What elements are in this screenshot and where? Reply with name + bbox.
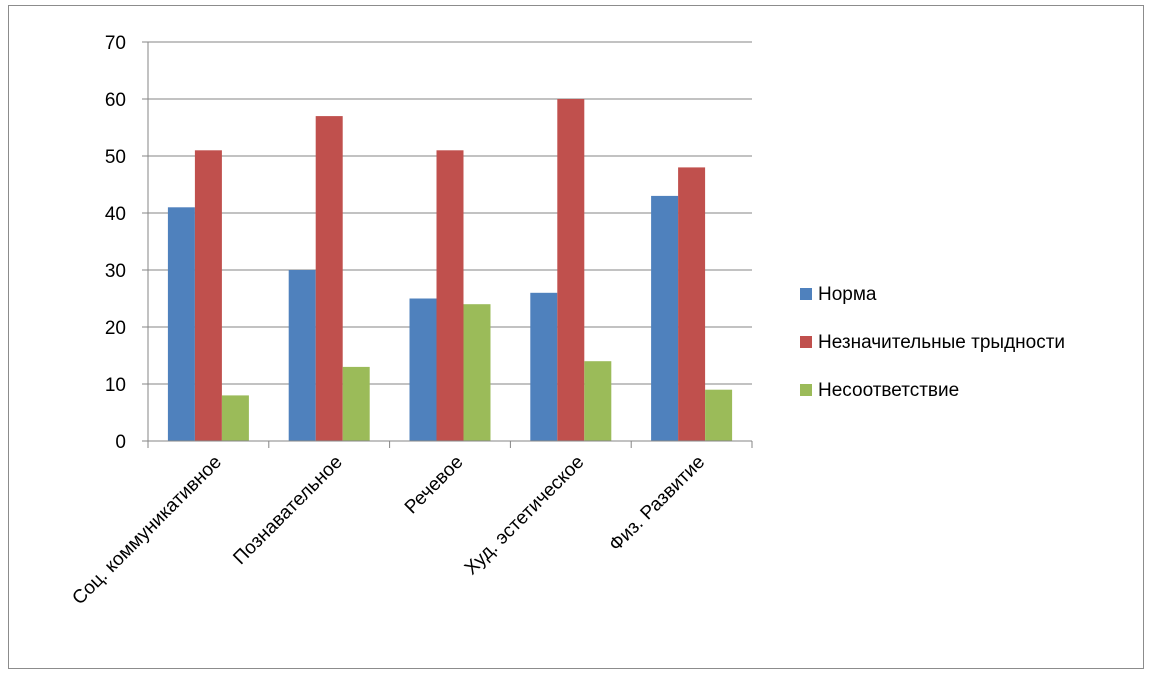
bar-2-2 — [315, 116, 343, 441]
bar-1-1 — [167, 207, 195, 441]
bar-2-3 — [436, 150, 464, 442]
bar-2-1 — [194, 150, 222, 442]
y-tick-label: 30 — [105, 261, 126, 282]
y-tick-label: 20 — [105, 318, 126, 339]
legend-swatch — [800, 384, 812, 396]
y-tick-label: 40 — [105, 204, 126, 225]
bar-2-5 — [678, 167, 706, 441]
x-tick-label: Худ. эстетическое — [461, 452, 589, 580]
bar-1-4 — [530, 292, 558, 441]
y-tick-label: 50 — [105, 147, 126, 168]
y-tick-label: 10 — [105, 375, 126, 396]
legend-label: Несоответствие — [818, 380, 959, 401]
legend-label: Незначительные трыдности — [818, 332, 1065, 353]
bar-1-5 — [651, 195, 679, 441]
legend-swatch — [800, 336, 812, 348]
bar-2-4 — [557, 99, 585, 441]
bar-3-1 — [221, 395, 249, 441]
x-tick-label: Познавательное — [229, 452, 346, 569]
legend-swatch — [800, 288, 812, 300]
legend-label: Норма — [818, 284, 877, 305]
x-tick-label: Речевое — [401, 452, 468, 519]
bar-3-3 — [463, 304, 491, 441]
axes — [147, 42, 753, 448]
y-tick-label: 70 — [105, 33, 126, 54]
y-tick-label: 0 — [115, 432, 126, 453]
bar-3-2 — [342, 366, 370, 441]
bar-3-4 — [584, 361, 612, 441]
x-tick-labels: Соц. коммуникативное Познавательное Речево… — [68, 452, 709, 609]
bar-3-5 — [705, 389, 733, 441]
y-tick-label: 60 — [105, 90, 126, 111]
bar-1-3 — [409, 298, 437, 441]
bar-1-2 — [288, 270, 316, 441]
bars — [167, 99, 733, 442]
y-tick-labels: 0 10 20 30 40 50 60 70 — [105, 33, 126, 453]
x-tick-label: Физ. Развитие — [605, 452, 709, 556]
legend: Норма Незначительные трыдности Несоответст… — [800, 284, 1065, 401]
x-tick-label: Соц. коммуникативное — [68, 452, 225, 609]
